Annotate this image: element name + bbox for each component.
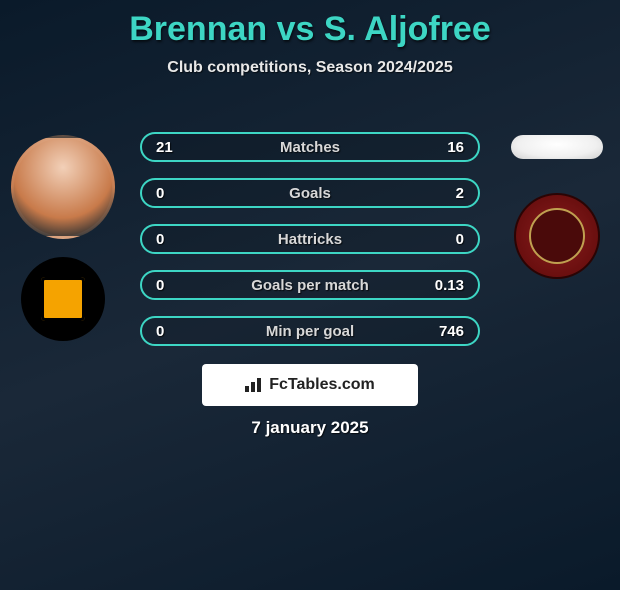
stat-right-value: 0.13	[432, 277, 464, 294]
stat-label: Goals per match	[188, 277, 432, 294]
stat-row-goals: 0 Goals 2	[140, 178, 480, 208]
stat-left-value: 0	[156, 231, 188, 248]
brand-text: FcTables.com	[269, 376, 375, 394]
stat-right-value: 746	[432, 323, 464, 340]
stat-label: Matches	[188, 139, 432, 156]
stat-left-value: 0	[156, 185, 188, 202]
stat-label: Goals	[188, 185, 432, 202]
stat-right-value: 0	[432, 231, 464, 248]
badge-shield-icon	[41, 277, 85, 321]
stat-left-value: 0	[156, 323, 188, 340]
stat-right-value: 2	[432, 185, 464, 202]
player2-column	[502, 135, 612, 279]
player1-club-badge	[21, 257, 105, 341]
stat-row-goals-per-match: 0 Goals per match 0.13	[140, 270, 480, 300]
stat-row-min-per-goal: 0 Min per goal 746	[140, 316, 480, 346]
stat-row-matches: 21 Matches 16	[140, 132, 480, 162]
player2-avatar	[511, 135, 603, 159]
stats-panel: 21 Matches 16 0 Goals 2 0 Hattricks 0 0 …	[140, 132, 480, 362]
stat-row-hattricks: 0 Hattricks 0	[140, 224, 480, 254]
brand-badge: FcTables.com	[202, 364, 418, 406]
stat-label: Min per goal	[188, 323, 432, 340]
player1-column	[8, 135, 118, 341]
stat-label: Hattricks	[188, 231, 432, 248]
stat-right-value: 16	[432, 139, 464, 156]
stat-left-value: 21	[156, 139, 188, 156]
player2-club-badge	[514, 193, 600, 279]
player1-avatar	[11, 135, 115, 239]
date-label: 7 january 2025	[0, 418, 620, 438]
badge-crest-icon	[529, 208, 585, 264]
page-title: Brennan vs S. Aljofree	[0, 10, 620, 49]
page-subtitle: Club competitions, Season 2024/2025	[0, 59, 620, 77]
bar-chart-icon	[245, 378, 263, 392]
stat-left-value: 0	[156, 277, 188, 294]
